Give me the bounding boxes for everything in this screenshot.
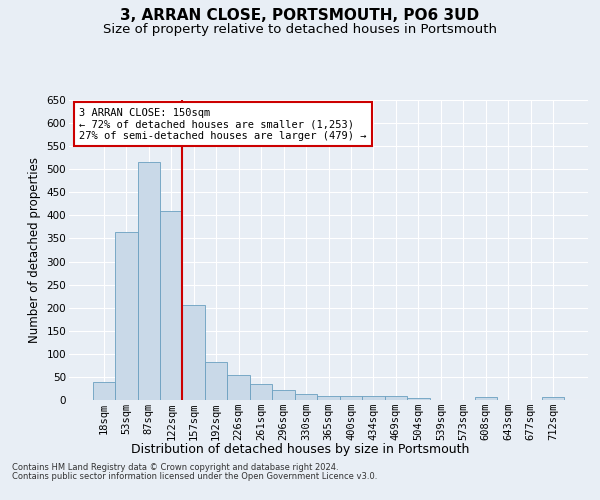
Bar (407, 398, 430, 400)
Bar (362, 396, 385, 400)
Bar (205, 362, 227, 400)
Bar (182, 306, 205, 400)
Text: 3, ARRAN CLOSE, PORTSMOUTH, PO6 3UD: 3, ARRAN CLOSE, PORTSMOUTH, PO6 3UD (121, 8, 479, 22)
Bar (115, 232, 137, 400)
Bar (475, 397, 497, 400)
Y-axis label: Number of detached properties: Number of detached properties (28, 157, 41, 343)
Text: Contains HM Land Registry data © Crown copyright and database right 2024.: Contains HM Land Registry data © Crown c… (12, 464, 338, 472)
Bar (317, 396, 340, 400)
Text: Distribution of detached houses by size in Portsmouth: Distribution of detached houses by size … (131, 442, 469, 456)
Bar (295, 394, 317, 400)
Bar (340, 396, 362, 400)
Bar (385, 396, 407, 400)
Text: Size of property relative to detached houses in Portsmouth: Size of property relative to detached ho… (103, 22, 497, 36)
Bar (160, 211, 182, 400)
Bar (137, 162, 160, 400)
Bar (542, 397, 565, 400)
Bar (227, 374, 250, 400)
Text: 3 ARRAN CLOSE: 150sqm
← 72% of detached houses are smaller (1,253)
27% of semi-d: 3 ARRAN CLOSE: 150sqm ← 72% of detached … (79, 108, 367, 140)
Bar (250, 384, 272, 400)
Bar (272, 390, 295, 400)
Text: Contains public sector information licensed under the Open Government Licence v3: Contains public sector information licen… (12, 472, 377, 481)
Bar (92, 382, 115, 400)
